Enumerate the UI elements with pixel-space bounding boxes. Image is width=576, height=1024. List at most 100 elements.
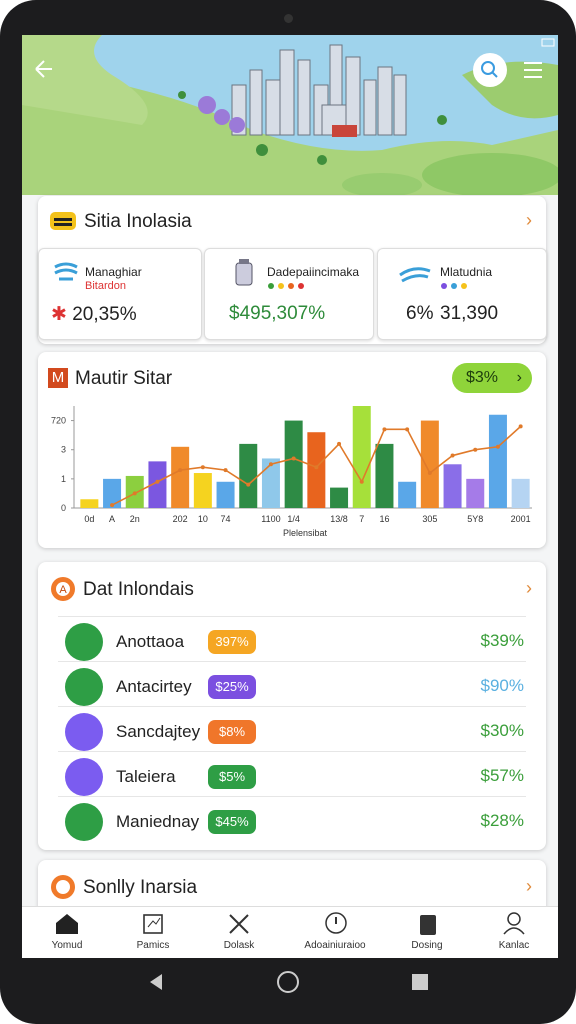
line-point bbox=[382, 427, 387, 432]
line-point bbox=[246, 482, 251, 487]
screen: Sitia Inolasia › Managhiar Bitardon ✱ 20… bbox=[22, 35, 558, 958]
bar bbox=[398, 481, 417, 508]
nav-label[interactable]: Adoainiuraioo bbox=[304, 940, 366, 951]
chevron[interactable]: › bbox=[526, 876, 532, 896]
summary-title: Sitia Inolasia bbox=[84, 211, 192, 232]
bar bbox=[80, 499, 99, 508]
bar bbox=[375, 443, 394, 508]
row-tag: $8% bbox=[208, 720, 256, 744]
system-nav bbox=[150, 971, 428, 993]
bar bbox=[443, 464, 462, 508]
x-tick-label: 0d bbox=[84, 514, 94, 524]
stat-value: ✱ 20,35% bbox=[51, 304, 137, 325]
avatar bbox=[65, 803, 103, 841]
row-value: $39% bbox=[480, 631, 524, 650]
row-value: $28% bbox=[480, 811, 524, 830]
stat-icon bbox=[54, 262, 78, 281]
list-title: Dat Inlondais bbox=[83, 579, 194, 600]
y-tick-label: 1 bbox=[61, 474, 66, 484]
stat-icon bbox=[235, 259, 253, 286]
nav-label[interactable]: Kanlac bbox=[498, 940, 530, 951]
line-point bbox=[223, 468, 228, 473]
bar bbox=[193, 473, 212, 508]
line-point bbox=[427, 471, 432, 476]
bar bbox=[171, 446, 190, 508]
nav-label[interactable]: Pamics bbox=[136, 940, 170, 951]
list-row[interactable]: Taleiera $5% $57% bbox=[38, 755, 546, 797]
x-tick-label: 305 bbox=[422, 514, 437, 524]
list-card: A Dat Inlondais › Anottaoa 397% $39% Antaci… bbox=[38, 562, 546, 850]
line-point bbox=[495, 444, 500, 449]
row-divider bbox=[58, 661, 526, 662]
list-row[interactable]: Maniednay $45% $28% bbox=[38, 800, 546, 842]
bar bbox=[148, 461, 167, 508]
line-point bbox=[291, 456, 296, 461]
section-title: Sonlly Inarsia bbox=[83, 877, 198, 898]
row-divider bbox=[58, 751, 526, 752]
x-tick-label: 16 bbox=[379, 514, 389, 524]
bar bbox=[103, 478, 122, 508]
stat-extra: 31,390 bbox=[440, 303, 499, 324]
row-name: Taleiera bbox=[116, 767, 176, 786]
section-icon bbox=[51, 875, 75, 899]
stat-card[interactable]: Dadepaiincimaka $495,307% bbox=[204, 248, 374, 340]
nav-icons bbox=[56, 912, 525, 935]
avatar bbox=[65, 623, 103, 661]
x-tick-label: 2n bbox=[130, 514, 140, 524]
map-header bbox=[22, 35, 558, 195]
list-row[interactable]: Anottaoa 397% $39% bbox=[38, 620, 546, 662]
line-point bbox=[473, 447, 478, 452]
x-axis-label: Plelensibat bbox=[283, 528, 328, 538]
bottom-nav: Yomud Pamics Dolask Adoainiuraioo Dosing Kanl… bbox=[22, 906, 558, 958]
row-name: Antacirtey bbox=[116, 677, 192, 696]
chart: 0 1 3 720 0d A 2n 202 10 74 1100 1/4 13/8 7 16 305 5Y8 20… bbox=[51, 406, 532, 538]
row-tag: $25% bbox=[208, 675, 256, 699]
bar bbox=[466, 478, 485, 508]
bar bbox=[420, 420, 439, 508]
row-tag: $5% bbox=[208, 765, 256, 789]
stat-value: 6% bbox=[406, 303, 434, 324]
row-value: $90% bbox=[480, 676, 524, 695]
bar bbox=[239, 443, 258, 508]
y-tick-label: 3 bbox=[61, 445, 66, 455]
summary-icon bbox=[50, 212, 76, 230]
bar bbox=[307, 432, 326, 508]
list-icon: A bbox=[51, 577, 75, 601]
camera bbox=[284, 14, 293, 23]
x-tick-label: 1100 bbox=[261, 514, 280, 524]
bar bbox=[261, 458, 280, 508]
row-tag: $45% bbox=[208, 810, 256, 834]
line-point bbox=[405, 427, 410, 432]
chart-icon: M bbox=[48, 368, 68, 388]
svg-text:A: A bbox=[59, 584, 67, 596]
line-point bbox=[268, 462, 273, 467]
stat-title: Managhiar bbox=[85, 265, 142, 279]
badge[interactable]: $3% › bbox=[452, 363, 532, 393]
list-row[interactable]: Sancdajtey $8% $30% bbox=[38, 710, 546, 752]
chevron[interactable]: › bbox=[526, 578, 532, 598]
x-tick-label: 13/8 bbox=[330, 514, 348, 524]
nav-label[interactable]: Yomud bbox=[51, 940, 83, 951]
line-point bbox=[450, 453, 455, 458]
chart-title: Mautir Sitar bbox=[75, 368, 173, 389]
bar bbox=[284, 420, 303, 508]
nav-label[interactable]: Dolask bbox=[223, 940, 255, 951]
x-tick-label: 7 bbox=[359, 514, 364, 524]
stat-card[interactable]: Managhiar Bitardon ✱ 20,35% bbox=[38, 248, 202, 340]
x-tick-label: 1/4 bbox=[287, 514, 300, 524]
bar bbox=[216, 481, 235, 508]
line-point bbox=[359, 479, 364, 484]
stat-subtitle: Bitardon bbox=[85, 280, 126, 292]
x-tick-label: 2001 bbox=[511, 514, 531, 524]
line-point bbox=[132, 491, 137, 496]
list-row[interactable]: Antacirtey $25% $90% bbox=[38, 665, 546, 707]
stat-card[interactable]: Mlatudnia 6% 31,390 bbox=[377, 248, 547, 340]
stat-title: Mlatudnia bbox=[440, 265, 493, 279]
row-divider bbox=[58, 796, 526, 797]
chevron[interactable]: › bbox=[526, 210, 532, 230]
stat-title: Dadepaiincimaka bbox=[267, 265, 360, 279]
row-value: $30% bbox=[480, 721, 524, 740]
line-point bbox=[155, 479, 160, 484]
nav-label[interactable]: Dosing bbox=[411, 940, 443, 951]
y-tick-label: 0 bbox=[61, 503, 66, 513]
